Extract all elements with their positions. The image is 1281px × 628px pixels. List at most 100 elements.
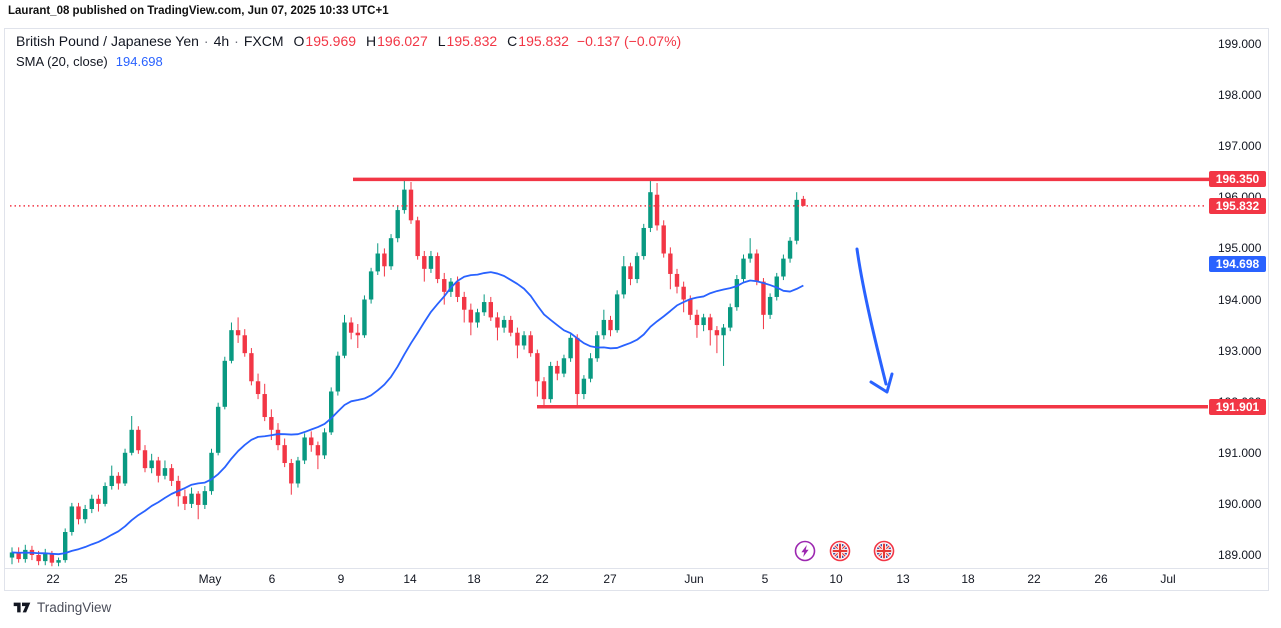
candle-body: [315, 445, 321, 456]
candle-body: [462, 296, 467, 310]
candle-body: [242, 335, 247, 354]
candle-body: [249, 353, 254, 382]
time-axis-label: 25: [114, 572, 128, 586]
candle-body: [701, 317, 706, 326]
price-axis-label: 189.000: [1218, 548, 1262, 562]
candle-body: [488, 302, 493, 318]
candle-body: [36, 555, 41, 562]
plot-area[interactable]: [9, 177, 1210, 567]
candle-body: [654, 194, 660, 226]
time-axis-label: 22: [535, 572, 549, 586]
candle-body: [109, 475, 114, 487]
candle-body: [787, 240, 793, 259]
candle-body: [734, 279, 740, 308]
indicator-line: SMA (20, close) 194.698: [16, 55, 681, 68]
time-axis-separator: [4, 568, 1269, 569]
time-axis-label: Jul: [1160, 572, 1176, 586]
candle-body: [628, 266, 633, 280]
candle-body: [96, 498, 101, 504]
candle-body: [681, 286, 686, 300]
time-axis-label: 9: [337, 572, 345, 586]
time-axis-label: 22: [1027, 572, 1041, 586]
price-axis-label: 198.000: [1218, 88, 1262, 103]
sma-line[interactable]: [11, 271, 804, 556]
candle-body: [442, 279, 447, 292]
high-label: H: [366, 33, 377, 49]
separator-dot: ·: [234, 33, 239, 49]
candle-body: [575, 337, 580, 395]
candle-body: [56, 560, 61, 563]
candle-body: [275, 429, 281, 446]
indicator-value: 194.698: [115, 54, 163, 69]
price-tag-191.901: 191.901: [1209, 398, 1266, 415]
candle-body: [747, 253, 753, 259]
lightning-economic-event[interactable]: [794, 540, 816, 562]
time-axis-label: 13: [896, 572, 910, 586]
candle-body: [794, 199, 799, 241]
candle-body: [189, 493, 194, 504]
candle-body: [661, 225, 666, 254]
bearish-projection-arrow-head: [869, 372, 894, 394]
candle-body: [295, 460, 301, 484]
candle-body: [501, 319, 507, 328]
time-axis-label: May: [198, 572, 222, 586]
candle-body: [601, 319, 607, 336]
candle-body: [176, 480, 181, 497]
high-value: 196.027: [377, 33, 428, 49]
candle-body: [129, 429, 134, 453]
candle-body: [335, 355, 341, 392]
tradingview-logo[interactable]: TradingView: [13, 600, 111, 615]
candle-body: [142, 450, 148, 469]
candle-body: [69, 506, 75, 533]
candle-body: [721, 327, 726, 336]
tradingview-logo-text: TradingView: [37, 600, 112, 615]
candle-body: [801, 198, 806, 206]
candle-body: [428, 256, 434, 269]
time-axis-label: 18: [467, 572, 481, 586]
low-label: L: [437, 33, 446, 49]
price-axis-label: 191.000: [1218, 445, 1262, 460]
candle-body: [222, 360, 227, 407]
candle-body: [754, 253, 759, 282]
candle-body: [521, 335, 527, 346]
candle-body: [322, 432, 327, 456]
candle-body: [475, 312, 480, 323]
candle-body: [455, 281, 460, 297]
candle-body: [89, 498, 94, 510]
price-tag-196.350: 196.350: [1209, 171, 1266, 188]
candle-body: [282, 445, 287, 464]
candle-body: [528, 335, 533, 354]
candle-body: [149, 460, 154, 469]
candle-body: [581, 378, 587, 395]
uk-flag-event[interactable]: [829, 540, 851, 562]
price-tag-194.698: 194.698: [1209, 255, 1266, 272]
attribution-text: Laurant_08 published on TradingView.com,…: [8, 5, 389, 17]
candle-body: [688, 299, 693, 315]
price-axis-label: 190.000: [1218, 496, 1262, 511]
time-axis-label: 18: [961, 572, 975, 586]
uk-flag-event[interactable]: [873, 540, 895, 562]
candle-body: [548, 365, 553, 400]
candle-body: [156, 460, 161, 476]
time-axis-label: 6: [268, 572, 276, 586]
price-axis-label: 197.000: [1218, 139, 1262, 154]
candle-body: [382, 253, 387, 267]
candle-body: [169, 468, 174, 481]
candle-body: [362, 299, 367, 336]
candle-body: [535, 353, 540, 382]
candle-body: [49, 553, 55, 563]
time-axis-label: Jun: [684, 572, 704, 586]
candle-body: [422, 256, 427, 269]
candle-body: [43, 553, 48, 562]
low-value: 195.832: [446, 33, 498, 49]
price-axis-label: 195.000: [1218, 241, 1262, 256]
price-tag-195.832: 195.832: [1209, 197, 1266, 214]
candle-body: [102, 486, 108, 504]
tradingview-logo-icon: [13, 602, 31, 613]
bearish-projection-arrow[interactable]: [855, 247, 888, 386]
exchange-label: FXCM: [243, 33, 284, 49]
candle-body: [541, 381, 547, 400]
timeframe-label: 4h: [213, 33, 230, 49]
candle-body: [555, 365, 560, 374]
